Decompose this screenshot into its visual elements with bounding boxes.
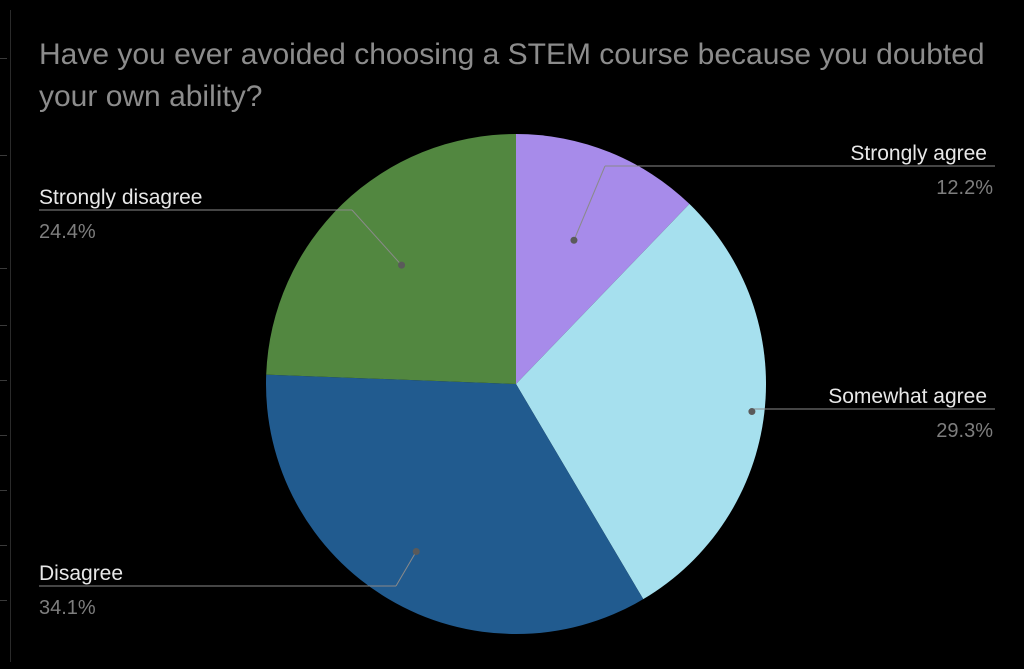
slice-label: Somewhat agree bbox=[828, 385, 987, 408]
slice-percent-label: 24.4% bbox=[39, 221, 96, 243]
pie-slice-disagree bbox=[266, 374, 644, 635]
slice-percent-label: 34.1% bbox=[39, 597, 96, 619]
leader-dot bbox=[748, 408, 756, 416]
left-edge-ticks bbox=[0, 0, 8, 669]
slice-percent-label: 12.2% bbox=[936, 177, 993, 199]
leader-dot bbox=[398, 261, 406, 269]
pie-slice-strongly-agree bbox=[516, 134, 690, 384]
slice-percent-label: 29.3% bbox=[936, 420, 993, 442]
leader-connector bbox=[573, 165, 606, 241]
chart-title: Have you ever avoided choosing a STEM co… bbox=[39, 38, 985, 113]
leader-dot bbox=[570, 236, 578, 244]
leader-connector bbox=[351, 209, 402, 266]
leader-dot bbox=[412, 548, 420, 556]
leader-connector bbox=[395, 551, 417, 587]
pie-slices bbox=[266, 134, 766, 635]
slice-label: Disagree bbox=[39, 562, 123, 585]
slice-label: Strongly disagree bbox=[39, 186, 202, 209]
pie-slice-somewhat-agree bbox=[516, 203, 766, 600]
pie-slice-strongly-disagree bbox=[266, 134, 516, 384]
pie-labels: Strongly agree 12.2% Somewhat agree 29.3% Di… bbox=[39, 142, 995, 619]
slice-label: Strongly agree bbox=[850, 142, 987, 165]
